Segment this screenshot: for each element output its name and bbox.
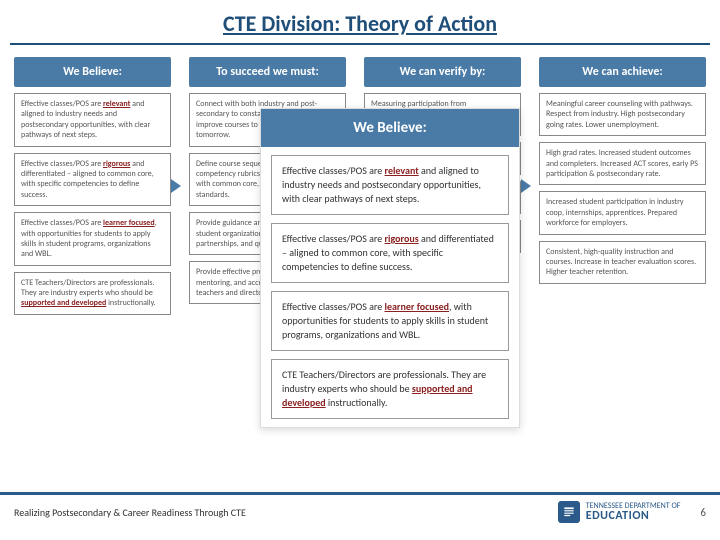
content-box: Meaningful career counseling with pathwa… bbox=[539, 93, 706, 136]
overlay-box: Effective classes/POS are learner focuse… bbox=[271, 291, 509, 351]
content-box: Effective classes/POS are learner focuse… bbox=[14, 212, 171, 266]
content-box: Increased student participation in indus… bbox=[539, 191, 706, 234]
page-number: 6 bbox=[700, 506, 706, 519]
logo-education-label: EDUCATION bbox=[586, 509, 650, 523]
logo-icon bbox=[558, 501, 580, 523]
content-box: Consistent, high-quality instruction and… bbox=[539, 241, 706, 284]
dept-logo: TENNESSEE DEPARTMENT OF EDUCATION bbox=[558, 501, 681, 523]
column-header: We can achieve: bbox=[539, 57, 706, 87]
overlay-panel: We Believe: Effective classes/POS are re… bbox=[260, 108, 520, 428]
column-header: We Believe: bbox=[14, 57, 171, 87]
overlay-box: CTE Teachers/Directors are professionals… bbox=[271, 359, 509, 419]
overlay-box: Effective classes/POS are rigorous and d… bbox=[271, 223, 509, 283]
column: We Believe: Effective classes/POS are rel… bbox=[14, 57, 171, 315]
overlay-box: Effective classes/POS are relevant and a… bbox=[271, 155, 509, 215]
arrow-icon bbox=[521, 179, 531, 193]
arrow-icon bbox=[171, 179, 181, 193]
content-box: CTE Teachers/Directors are professionals… bbox=[14, 272, 171, 315]
column-header: We can verify by: bbox=[364, 57, 521, 87]
content-box: Effective classes/POS are rigorous and d… bbox=[14, 153, 171, 207]
footer: Realizing Postsecondary & Career Readine… bbox=[0, 492, 720, 540]
footer-divider bbox=[0, 492, 720, 495]
content-box: Effective classes/POS are relevant and a… bbox=[14, 93, 171, 147]
column: We can achieve: Meaningful career counsel… bbox=[539, 57, 706, 284]
overlay-header: We Believe: bbox=[261, 109, 519, 147]
column-header: To succeed we must: bbox=[189, 57, 346, 87]
slide-title: CTE Division: Theory of Action bbox=[0, 0, 720, 43]
content-box: High grad rates. Increased student outco… bbox=[539, 142, 706, 185]
footer-text: Realizing Postsecondary & Career Readine… bbox=[14, 506, 246, 519]
